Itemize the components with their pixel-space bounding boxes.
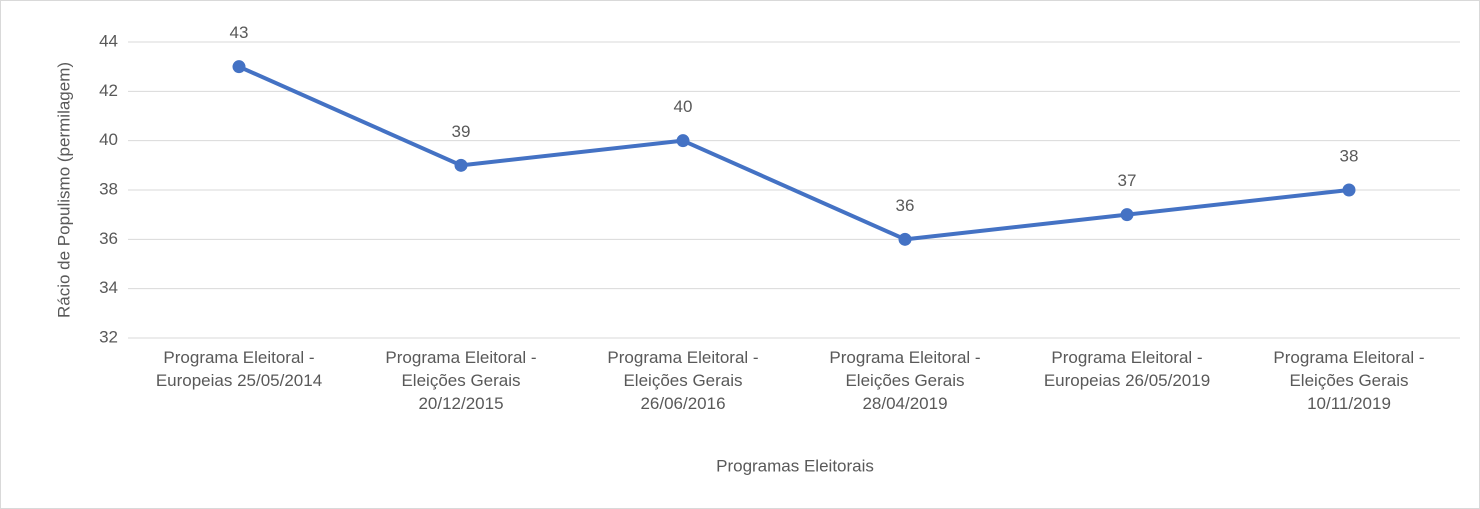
- data-label: 39: [452, 122, 471, 141]
- marker: [1120, 208, 1134, 222]
- line: [238, 64, 1350, 242]
- x-tick-label-box: Programa Eleitoral - Eleições Gerais 10/…: [1273, 348, 1425, 413]
- marker: [232, 60, 246, 74]
- x-tick-label-box: Programa Eleitoral - Eleições Gerais 26/…: [607, 348, 759, 413]
- data-label: 38: [1340, 146, 1359, 165]
- x-tick-label: Programa Eleitoral - Eleições Gerais 20/…: [385, 348, 537, 413]
- y-tick-label: 34: [99, 278, 118, 297]
- x-tick-label-box: Programa Eleitoral - Eleições Gerais 28/…: [829, 348, 981, 413]
- data-label: 43: [230, 23, 249, 42]
- x-tick-label: Programa Eleitoral - Eleições Gerais 28/…: [829, 348, 981, 413]
- x-tick-label: Programa Eleitoral - Eleições Gerais 10/…: [1273, 348, 1425, 413]
- y-tick-label: 32: [99, 327, 118, 346]
- y-axis-title: Rácio de Populismo (permilagem): [54, 62, 73, 318]
- x-tick-label: Programa Eleitoral - Eleições Gerais 26/…: [607, 348, 759, 413]
- y-tick-label: 36: [99, 229, 118, 248]
- x-tick-label: Programa Eleitoral - Europeias 26/05/201…: [1043, 348, 1211, 390]
- x-tick-label-box: Programa Eleitoral - Europeias 25/05/201…: [155, 348, 323, 390]
- y-tick-label: 40: [99, 130, 118, 149]
- marker: [898, 232, 912, 246]
- data-label: 37: [1118, 171, 1137, 190]
- y-tick-label: 44: [99, 31, 118, 50]
- marker: [454, 158, 468, 172]
- x-axis-title: Programas Eleitorais: [716, 456, 874, 475]
- x-tick-label-box: Programa Eleitoral - Eleições Gerais 20/…: [385, 348, 537, 413]
- x-tick-label: Programa Eleitoral - Europeias 25/05/201…: [155, 348, 323, 390]
- y-tick-label: 42: [99, 81, 118, 100]
- data-label: 36: [896, 196, 915, 215]
- marker: [1342, 183, 1356, 197]
- y-tick-label: 38: [99, 179, 118, 198]
- data-label: 40: [674, 97, 693, 116]
- x-tick-label-box: Programa Eleitoral - Europeias 26/05/201…: [1043, 348, 1211, 390]
- marker: [676, 134, 690, 148]
